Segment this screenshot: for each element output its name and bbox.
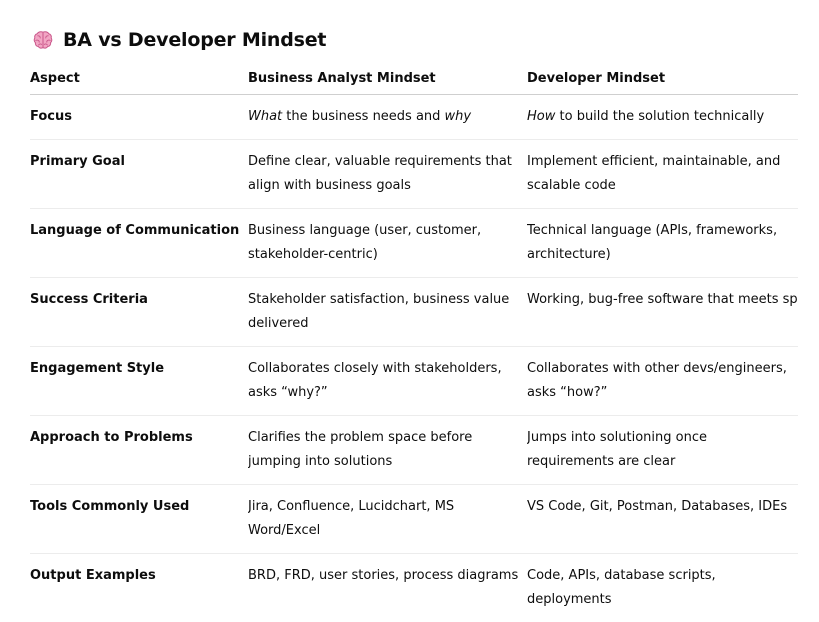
developer-mindset-cell: How to build the solution technically xyxy=(527,95,798,140)
developer-mindset-cell: Collaborates with other devs/engineers, … xyxy=(527,347,798,416)
ba-mindset-cell: Jira, Confluence, Lucidchart, MS Word/Ex… xyxy=(248,485,527,554)
table-row: Primary Goal Define clear, valuable requ… xyxy=(30,140,798,209)
table-row: Approach to Problems Clarifies the probl… xyxy=(30,416,798,485)
emphasis-text: How xyxy=(527,109,555,124)
column-header-developer-mindset: Developer Mindset xyxy=(527,62,798,95)
table-row: Focus What the business needs and why Ho… xyxy=(30,95,798,140)
emphasis-text: What xyxy=(248,109,282,124)
column-header-ba-mindset: Business Analyst Mindset xyxy=(248,62,527,95)
table-row: Output Examples BRD, FRD, user stories, … xyxy=(30,554,798,622)
developer-mindset-cell: Working, bug-free software that meets sp… xyxy=(527,278,798,347)
emphasis-text: why xyxy=(445,109,472,124)
ba-mindset-cell: Clarifies the problem space before jumpi… xyxy=(248,416,527,485)
aspect-cell: Output Examples xyxy=(30,554,248,622)
ba-mindset-cell: Collaborates closely with stakeholders, … xyxy=(248,347,527,416)
developer-mindset-cell: Jumps into solutioning once requirements… xyxy=(527,416,798,485)
cell-text: the business needs and xyxy=(282,109,444,124)
table-header-row: Aspect Business Analyst Mindset Develope… xyxy=(30,62,798,95)
ba-mindset-cell: What the business needs and why xyxy=(248,95,527,140)
page-title-text: BA vs Developer Mindset xyxy=(63,29,326,51)
developer-mindset-cell: Code, APIs, database scripts, deployment… xyxy=(527,554,798,622)
aspect-cell: Success Criteria xyxy=(30,278,248,347)
ba-mindset-cell: BRD, FRD, user stories, process diagrams xyxy=(248,554,527,622)
aspect-cell: Primary Goal xyxy=(30,140,248,209)
developer-mindset-cell: Technical language (APIs, frameworks, ar… xyxy=(527,209,798,278)
table-row: Engagement Style Collaborates closely wi… xyxy=(30,347,798,416)
comparison-table: Aspect Business Analyst Mindset Develope… xyxy=(30,62,798,622)
ba-mindset-cell: Business language (user, customer, stake… xyxy=(248,209,527,278)
table-row: Success Criteria Stakeholder satisfactio… xyxy=(30,278,798,347)
table-row: Language of Communication Business langu… xyxy=(30,209,798,278)
aspect-cell: Engagement Style xyxy=(30,347,248,416)
aspect-cell: Tools Commonly Used xyxy=(30,485,248,554)
page-title: BA vs Developer Mindset xyxy=(32,26,326,54)
developer-mindset-cell: VS Code, Git, Postman, Databases, IDEs xyxy=(527,485,798,554)
column-header-aspect: Aspect xyxy=(30,62,248,95)
cell-text: to build the solution technically xyxy=(555,109,764,124)
table-row: Tools Commonly Used Jira, Confluence, Lu… xyxy=(30,485,798,554)
aspect-cell: Language of Communication xyxy=(30,209,248,278)
ba-mindset-cell: Define clear, valuable requirements that… xyxy=(248,140,527,209)
developer-mindset-cell: Implement efficient, maintainable, and s… xyxy=(527,140,798,209)
aspect-cell: Focus xyxy=(30,95,248,140)
aspect-cell: Approach to Problems xyxy=(30,416,248,485)
ba-mindset-cell: Stakeholder satisfaction, business value… xyxy=(248,278,527,347)
brain-icon xyxy=(32,29,54,51)
